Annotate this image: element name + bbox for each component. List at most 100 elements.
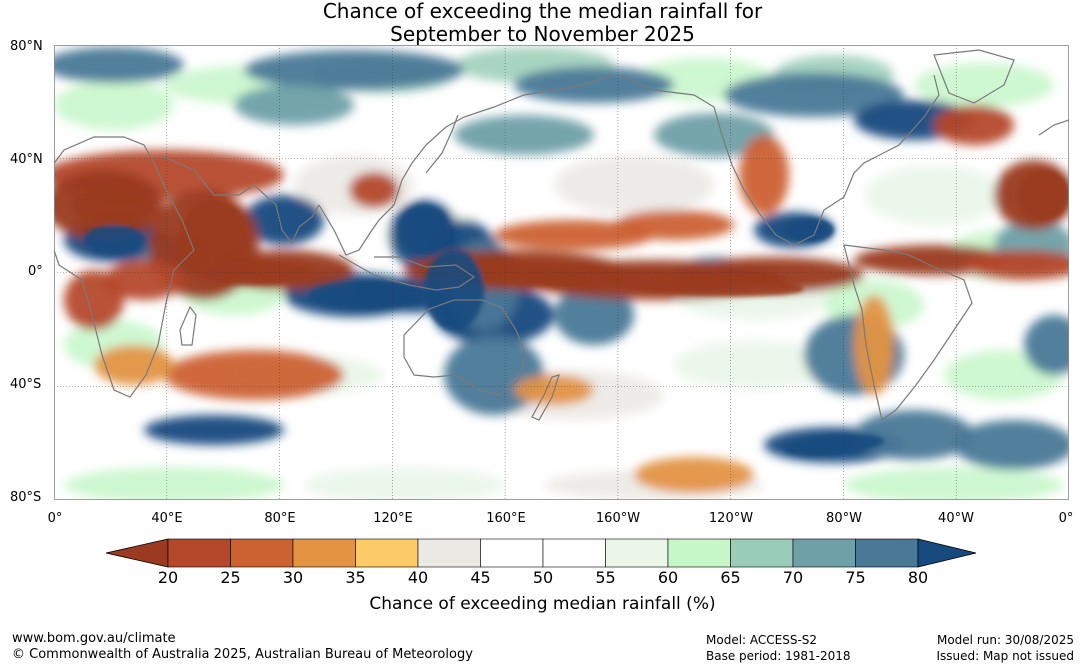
colorbar-tick-label: 45	[470, 568, 491, 587]
probability-region	[844, 467, 1064, 500]
map-frame	[54, 45, 1069, 500]
footer-copyright: © Commonwealth of Australia 2025, Austra…	[12, 647, 473, 662]
africa-coastline	[54, 136, 195, 398]
probability-region	[54, 47, 184, 83]
map-title: Chance of exceeding the median rainfall …	[0, 0, 1085, 46]
probability-region	[864, 165, 1004, 225]
probability-region	[554, 155, 714, 215]
footer-base-period: Base period: 1981-2018	[706, 649, 851, 663]
colorbar-segment	[855, 538, 919, 568]
probability-region	[739, 135, 789, 215]
colorbar-tick-label: 35	[345, 568, 366, 587]
probability-region	[954, 420, 1069, 470]
colorbar-tick-label: 25	[220, 568, 241, 587]
probability-region	[934, 105, 1014, 145]
lon-label-80w: 80°W	[826, 511, 862, 526]
colorbar-segment	[417, 538, 481, 568]
colorbar-label: Chance of exceeding median rainfall (%)	[369, 594, 716, 614]
probability-region	[674, 340, 834, 390]
colorbar-high-extend	[917, 538, 977, 568]
probability-region	[614, 210, 734, 240]
probability-field-detail	[74, 170, 1069, 456]
madagascar-coastline	[179, 305, 197, 346]
probability-region	[654, 113, 774, 157]
lon-label-120e: 120°E	[373, 511, 413, 526]
colorbar-segment	[605, 538, 669, 568]
lat-label-40s: 40°S	[10, 377, 42, 392]
lon-label-160w: 160°W	[595, 511, 641, 526]
colorbar-tick-label: 80	[907, 568, 929, 587]
lat-label-80s: 80°S	[10, 490, 42, 505]
probability-region	[64, 467, 284, 500]
lon-label-40w: 40°W	[938, 511, 974, 526]
colorbar-segment	[792, 538, 856, 568]
probability-region	[514, 67, 674, 103]
probability-region	[914, 63, 1054, 107]
colorbar	[105, 538, 977, 568]
probability-region	[554, 285, 634, 345]
lon-label-160e: 160°E	[486, 511, 526, 526]
rainfall-probability-map	[54, 45, 1069, 500]
arabia-india-coastline	[158, 154, 320, 245]
probability-region	[104, 260, 184, 300]
probability-region	[1019, 170, 1069, 220]
probability-region	[399, 205, 449, 255]
colorbar-tick-label: 55	[595, 568, 616, 587]
colorbar-tick-label: 30	[282, 568, 304, 587]
colorbar-segment	[542, 538, 606, 568]
north-america-coastline	[618, 74, 940, 246]
probability-region	[784, 434, 884, 456]
colorbar-tick-label: 75	[845, 568, 866, 587]
australia-coastline	[403, 299, 527, 396]
probability-region	[424, 250, 484, 330]
asia-coastline	[318, 74, 615, 256]
probability-region	[64, 270, 124, 330]
probability-region	[854, 295, 894, 395]
coastlines	[54, 49, 1069, 422]
colorbar-tick-label: 70	[782, 568, 804, 587]
footer-url: www.bom.gov.au/climate	[12, 631, 176, 646]
colorbar-segment	[292, 538, 356, 568]
colorbar-segment	[355, 538, 419, 568]
probability-region	[454, 115, 594, 155]
probability-region	[349, 172, 399, 208]
colorbar-segment	[167, 538, 231, 568]
probability-region	[724, 73, 904, 117]
south-america-coastline	[843, 244, 973, 422]
probability-region	[244, 50, 464, 90]
colorbar-tick-label: 50	[532, 568, 554, 587]
new-zealand-coastline	[531, 374, 560, 421]
probability-region	[244, 195, 324, 245]
gridlines	[54, 45, 1069, 500]
probability-region	[1024, 315, 1069, 375]
colorbar-tick-label: 20	[157, 568, 179, 587]
probability-region	[74, 185, 154, 225]
lon-label-360: 0°	[1058, 511, 1074, 526]
title-line-2: September to November 2025	[390, 22, 695, 46]
colorbar-segment	[230, 538, 294, 568]
lat-label-40n: 40°N	[10, 152, 43, 167]
lon-label-80e: 80°E	[264, 511, 296, 526]
probability-region	[784, 218, 834, 242]
greenland-coastline	[933, 49, 1015, 104]
probability-region	[444, 335, 544, 415]
probability-region	[584, 269, 804, 297]
colorbar-segment	[667, 538, 731, 568]
colorbar-tick-label: 65	[720, 568, 741, 587]
footer-model: Model: ACCESS-S2	[706, 633, 818, 647]
lat-label-equator: 0°	[28, 264, 43, 279]
colorbar-tick-label: 40	[407, 568, 429, 587]
lon-label-120w: 120°W	[708, 511, 754, 526]
probability-region	[84, 225, 144, 255]
europe-coastline	[1038, 119, 1069, 136]
probability-region	[164, 350, 344, 400]
footer-issued: Issued: Map not issued	[936, 649, 1074, 663]
colorbar-segment	[480, 538, 544, 568]
probability-region	[144, 415, 284, 445]
probability-region	[494, 220, 654, 250]
probability-region	[54, 80, 174, 130]
japan-coastline	[425, 114, 459, 174]
probability-region	[854, 410, 974, 460]
title-line-1: Chance of exceeding the median rainfall …	[322, 0, 763, 23]
probability-region	[309, 281, 419, 309]
